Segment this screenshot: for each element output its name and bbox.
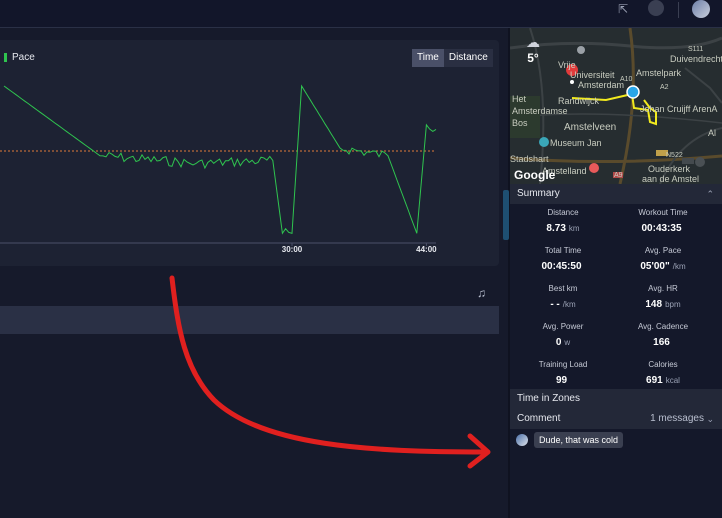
x-tick-label: 30:00	[282, 245, 303, 254]
stat-value: 8.73 km	[546, 223, 580, 234]
chart-legend[interactable]: Pace	[4, 52, 35, 63]
x-tick-label: 44:00	[416, 245, 437, 254]
stat-avg-pace: Avg. Pace 05'00"/km	[610, 246, 716, 272]
map-label: Vrije	[558, 60, 576, 70]
google-logo: Google	[514, 168, 556, 182]
comment-count: 1 messages	[650, 413, 704, 424]
map-label: Ouderkerk	[648, 164, 691, 174]
time-in-zones-title: Time in Zones	[517, 393, 580, 404]
weather-icon: ☁	[526, 34, 540, 50]
map-label: aan de Amstel	[642, 174, 700, 184]
panel-divider[interactable]	[508, 28, 510, 518]
stat-value: 05'00"/km	[640, 261, 686, 272]
map-label: Amstelland	[542, 166, 587, 176]
lap-table-header	[0, 306, 499, 334]
lower-left-area: ♫	[0, 280, 499, 518]
map-label: Het	[512, 94, 527, 104]
stat-label: Calories	[648, 360, 678, 369]
map-label: Al	[708, 128, 717, 138]
weather-widget: ☁ 5°	[518, 34, 548, 65]
map-label: Randwijck	[558, 96, 600, 106]
map-label: N522	[666, 152, 683, 159]
pace-series-line	[3, 84, 437, 235]
map-label: Stadshart	[510, 154, 549, 164]
map-label: Amsterdam	[578, 80, 625, 90]
map-label: Amsterdamse	[512, 106, 568, 116]
map-label: Amstelpark	[636, 68, 682, 78]
stat-value: 166	[653, 337, 670, 348]
stat-value: 00:45:50	[541, 261, 582, 272]
stat-workout-time: Workout Time 00:43:35	[610, 208, 716, 234]
map-label: Museum Jan	[550, 138, 602, 148]
map-label: Bos	[512, 118, 528, 128]
comment-title: Comment	[517, 413, 561, 424]
chevron-down-icon[interactable]: ⌄	[706, 414, 714, 424]
divider	[678, 2, 679, 18]
stat-label: Avg. HR	[648, 284, 678, 293]
right-sidebar: ☁ 5° Vrije Universiteit Amsterdam Het Am…	[510, 28, 722, 518]
map-label: Amstelveen	[564, 122, 617, 133]
stat-label: Avg. Power	[542, 322, 584, 331]
top-bar: ⇱	[0, 0, 722, 28]
avatar[interactable]	[516, 434, 528, 446]
avatar[interactable]	[692, 0, 710, 18]
stat-value: 691 kcal	[646, 375, 680, 386]
map-label: Universiteit	[570, 70, 615, 80]
stat-label: Avg. Cadence	[637, 322, 689, 331]
stat-label: Workout Time	[638, 208, 688, 217]
stat-avg-cadence: Avg. Cadence 166	[610, 322, 716, 348]
comment-item: Dude, that was cold	[516, 432, 624, 448]
route-map[interactable]: ☁ 5° Vrije Universiteit Amsterdam Het Am…	[510, 28, 722, 184]
stat-label: Distance	[547, 208, 579, 217]
summary-header[interactable]: Summary ⌃	[510, 184, 722, 204]
pace-chart: 30:00 44:00	[0, 84, 437, 254]
stat-avg-hr: Avg. HR 148 bpm	[610, 284, 716, 310]
chevron-up-icon[interactable]: ⌃	[706, 189, 714, 199]
comment-header[interactable]: Comment 1 messages ⌄	[510, 409, 722, 429]
map-label: A2	[660, 84, 669, 91]
summary-title: Summary	[517, 188, 560, 199]
stat-value: - -/km	[550, 299, 576, 310]
stat-calories: Calories 691 kcal	[610, 360, 716, 386]
collapse-panel-handle[interactable]	[503, 190, 509, 240]
map-label: A9	[614, 172, 623, 179]
stat-distance: Distance 8.73 km	[510, 208, 616, 234]
export-icon[interactable]: ⇱	[617, 2, 629, 16]
map-label: Johan Cruijff ArenA	[640, 104, 718, 114]
stat-label: Training Load	[538, 360, 588, 369]
legend-label: Pace	[12, 52, 35, 63]
device-icon[interactable]	[648, 0, 664, 16]
pace-chart-panel: 30:00 44:00 Pace Time Distance	[0, 40, 499, 266]
map-label: A10	[620, 76, 633, 83]
stat-total-time: Total Time 00:45:50	[510, 246, 616, 272]
stat-best-km: Best km - -/km	[510, 284, 616, 310]
comment-message: Dude, that was cold	[534, 432, 624, 448]
axis-toggle: Time Distance	[412, 49, 493, 67]
legend-swatch	[4, 53, 7, 62]
stat-value: 148 bpm	[645, 299, 681, 310]
stat-value: 99	[555, 375, 568, 386]
stat-training-load: Training Load 99	[510, 360, 616, 386]
stat-label: Avg. Pace	[644, 246, 682, 255]
map-label: Duivendrecht	[670, 54, 722, 64]
toggle-distance-button[interactable]: Distance	[443, 49, 493, 67]
map-label: S111	[688, 46, 704, 53]
stat-value: 00:43:35	[641, 223, 682, 234]
time-in-zones-header[interactable]: Time in Zones	[510, 389, 722, 409]
stat-label: Best km	[548, 284, 578, 293]
map-roads	[510, 28, 722, 184]
stat-label: Total Time	[544, 246, 582, 255]
headphones-icon[interactable]: ♫	[477, 286, 486, 300]
weather-temperature: 5°	[527, 51, 539, 65]
toggle-time-button[interactable]: Time	[412, 49, 444, 67]
